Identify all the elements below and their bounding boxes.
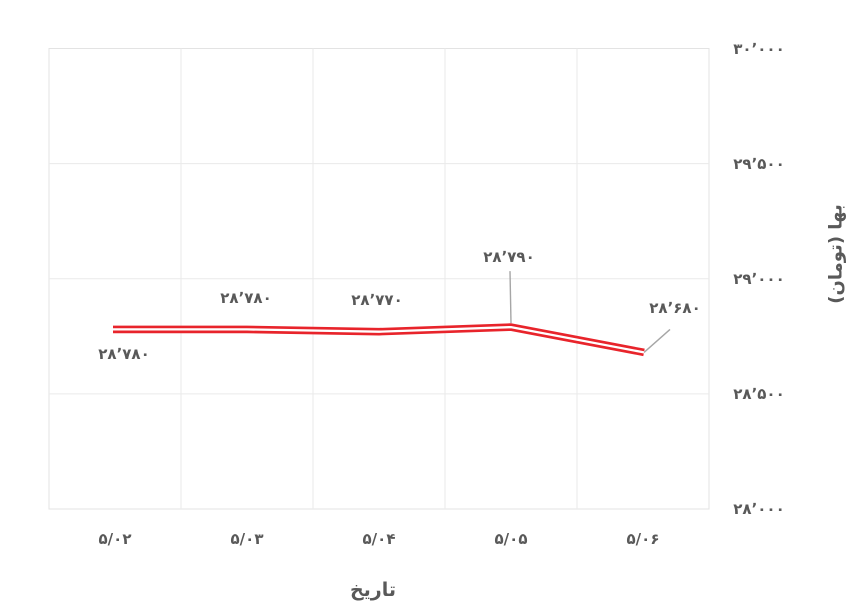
price-line-core: [113, 325, 645, 354]
x-axis-tick-label: ۵/۰۵: [494, 530, 528, 548]
x-axis-tick-label: ۵/۰۳: [230, 530, 264, 548]
x-axis-tick-label: ۵/۰۲: [98, 530, 132, 548]
leader-line: [643, 328, 671, 353]
data-point-label: ۲۸٬۷۹۰: [483, 248, 535, 267]
x-axis-tick-label: ۵/۰۶: [626, 530, 660, 548]
data-point-label: ۲۸٬۶۸۰: [649, 299, 701, 318]
leader-line: [509, 271, 512, 324]
y-axis-tick-label: ۳۰٬۰۰۰: [733, 39, 785, 58]
x-axis-title: تاریخ: [349, 579, 397, 601]
y-axis-tick-label: ۲۸٬۵۰۰: [733, 384, 785, 403]
y-axis-tick-label: ۲۹٬۵۰۰: [733, 154, 785, 173]
y-axis-tick-label: ۲۹٬۰۰۰: [733, 269, 785, 288]
y-axis-tick-label: ۲۸٬۰۰۰: [733, 500, 785, 518]
x-axis-tick-label: ۵/۰۴: [362, 530, 396, 548]
data-point-label: ۲۸٬۷۷۰: [351, 290, 403, 309]
data-point-label: ۲۸٬۷۸۰: [98, 345, 150, 364]
data-point-label: ۲۸٬۷۸۰: [220, 289, 272, 308]
y-axis-title: بها (تومان): [825, 204, 847, 304]
